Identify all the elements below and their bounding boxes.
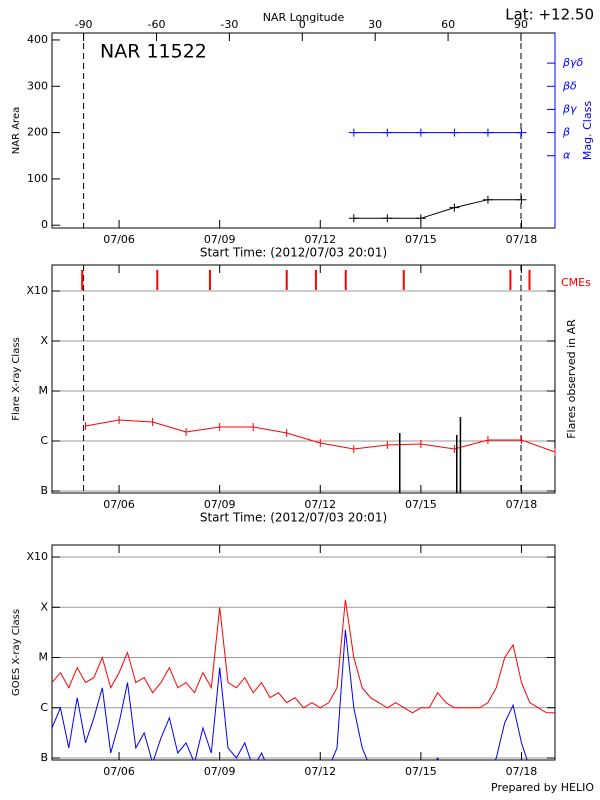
y2-tick-label: βγ: [562, 102, 577, 115]
x-tick-label: 07/09: [204, 233, 236, 246]
y-axis-label: GOES X-ray Class: [11, 609, 22, 696]
point-marker: [348, 214, 359, 223]
point-marker: [482, 195, 493, 204]
cme-label: CMEs: [561, 276, 591, 289]
x-tick-label: 07/09: [204, 765, 236, 778]
point-marker: [415, 128, 426, 137]
x-tick-label: 07/06: [103, 233, 135, 246]
x-tick-label: 07/12: [304, 233, 336, 246]
series-line: [52, 599, 555, 714]
point-marker: [516, 195, 527, 204]
point-marker: [449, 203, 460, 212]
y-tick-label: X10: [26, 550, 48, 563]
x2-tick-label: 60: [441, 18, 455, 31]
x2-tick-label: 90: [514, 18, 528, 31]
y-tick-label: M: [39, 384, 49, 397]
y-tick-label: B: [40, 751, 48, 764]
y-tick-label: 100: [27, 172, 48, 185]
annotation: Lat: +12.50: [505, 6, 594, 24]
y-tick-label: 300: [27, 79, 48, 92]
x-tick-label: 07/12: [304, 765, 336, 778]
y2-tick-label: βγδ: [562, 56, 584, 69]
point-marker: [415, 214, 426, 223]
x-tick-label: 07/18: [506, 498, 538, 511]
y-tick-label: C: [40, 434, 48, 447]
y-tick-label: C: [40, 701, 48, 714]
x2-axis-label: NAR Longitude: [263, 11, 345, 24]
plot-frame: [51, 544, 556, 761]
x-tick-label: 07/15: [405, 233, 437, 246]
y2-axis-label: Flares observed in AR: [565, 319, 578, 439]
x2-tick-label: -60: [148, 18, 166, 31]
point-marker: [382, 214, 393, 223]
y2-tick-label: α: [563, 149, 571, 162]
x2-tick-label: 0: [299, 18, 306, 31]
x-tick-label: 07/12: [304, 498, 336, 511]
y-tick-label: X: [40, 334, 48, 347]
annotation: Prepared by HELIO: [491, 781, 594, 794]
x-tick-label: 07/06: [103, 498, 135, 511]
y-tick-label: 400: [27, 33, 48, 46]
y-tick-label: 200: [27, 126, 48, 139]
point-marker: [348, 128, 359, 137]
x2-tick-label: -30: [220, 18, 238, 31]
x-tick-label: 07/18: [506, 233, 538, 246]
y2-axis-label: Mag. Class: [581, 101, 594, 160]
y-tick-label: X10: [26, 284, 48, 297]
x2-tick-label: 30: [368, 18, 382, 31]
x-tick-label: 07/18: [506, 765, 538, 778]
x-axis-label: Start Time: (2012/07/03 20:01): [200, 246, 387, 260]
series-line: [353, 199, 522, 219]
x-tick-label: 07/15: [405, 498, 437, 511]
series-line: [85, 419, 555, 453]
chart-title: NAR 11522: [100, 41, 207, 63]
point-marker: [482, 128, 493, 137]
y-tick-label: 0: [41, 218, 48, 231]
point-marker: [516, 128, 527, 137]
x-tick-label: 07/06: [103, 765, 135, 778]
plot-frame: [51, 264, 556, 494]
point-marker: [449, 128, 460, 137]
y-tick-label: M: [39, 651, 49, 664]
y-tick-label: B: [40, 484, 48, 497]
point-marker: [382, 128, 393, 137]
x2-tick-label: -90: [75, 18, 93, 31]
y-axis-label: NAR Area: [11, 107, 22, 154]
y-tick-label: X: [40, 600, 48, 613]
x-tick-label: 07/15: [405, 765, 437, 778]
y-axis-label: Flare X-ray Class: [11, 337, 22, 421]
y2-tick-label: βδ: [562, 79, 577, 92]
x-tick-label: 07/09: [204, 498, 236, 511]
y2-tick-label: β: [562, 126, 570, 139]
x-axis-label: Start Time: (2012/07/03 20:01): [200, 511, 387, 525]
series-line: [52, 629, 528, 760]
